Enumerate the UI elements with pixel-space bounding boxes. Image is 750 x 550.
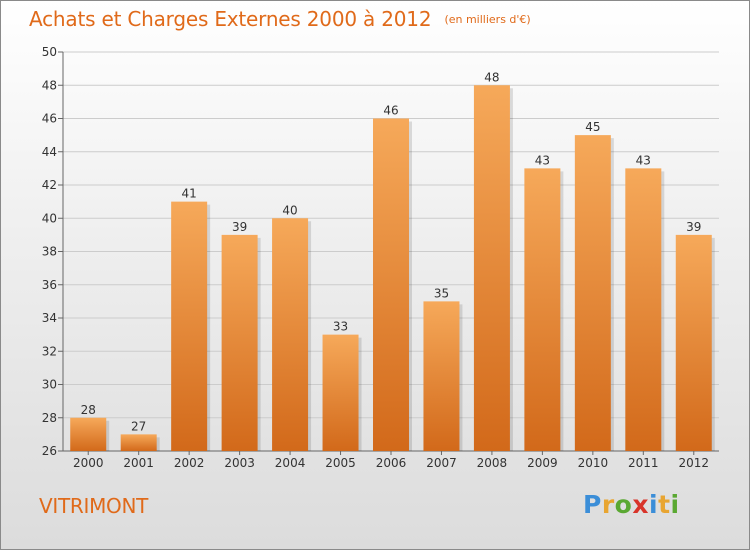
bar: [120, 434, 157, 451]
y-tick-label: 40: [42, 211, 57, 225]
bar-layer: [70, 85, 715, 451]
bar: [524, 168, 561, 451]
bar-value-label: 39: [232, 220, 247, 234]
label-layer: 28 27 41 39 40 33 46 35 48 43 45 43 39: [81, 70, 702, 433]
bar-value-label: 48: [484, 70, 499, 84]
y-tick-label: 28: [42, 411, 57, 425]
bar: [171, 201, 208, 451]
y-tick-label: 34: [42, 311, 57, 325]
x-tick-label: 2012: [678, 456, 709, 470]
y-tick-label: 48: [42, 78, 57, 92]
proxiti-logo[interactable]: Proxiti: [583, 490, 680, 519]
logo-letter: i: [670, 490, 680, 519]
logo-letter: i: [649, 490, 659, 519]
bar: [221, 234, 258, 451]
bar-value-label: 28: [81, 403, 96, 417]
y-tick-label: 42: [42, 178, 57, 192]
y-tick-label: 36: [42, 278, 57, 292]
bar-value-label: 43: [535, 153, 550, 167]
chart-title-block: Achats et Charges Externes 2000 à 2012 (…: [29, 7, 531, 31]
bar-value-label: 46: [383, 104, 398, 118]
bar-value-label: 39: [686, 220, 701, 234]
y-tick-label: 26: [42, 444, 57, 458]
bar: [473, 85, 510, 451]
bar: [272, 218, 309, 451]
bar: [423, 301, 460, 451]
y-tick-label: 44: [42, 145, 57, 159]
logo-letter: t: [658, 490, 671, 519]
x-tick-label: 2001: [123, 456, 154, 470]
chart-unit: (en milliers d'€): [444, 13, 531, 26]
bar: [574, 135, 611, 451]
bar: [625, 168, 662, 451]
x-tick-label: 2003: [224, 456, 255, 470]
x-tick-label: 2002: [174, 456, 205, 470]
y-tick-label: 46: [42, 112, 57, 126]
chart-title: Achats et Charges Externes 2000 à 2012: [29, 7, 432, 31]
logo-letter: r: [601, 490, 615, 519]
bar-value-label: 41: [182, 187, 197, 201]
bar: [373, 118, 409, 451]
bar-value-label: 40: [282, 203, 297, 217]
x-tick-label: 2005: [325, 456, 356, 470]
x-tick-label: 2004: [275, 456, 306, 470]
x-tick-label: 2007: [426, 456, 457, 470]
bar: [675, 234, 712, 451]
bar: [322, 334, 359, 451]
bar-value-label: 27: [131, 419, 146, 433]
x-tick-label: 2000: [73, 456, 104, 470]
logo-letter: P: [583, 490, 602, 519]
bar-value-label: 33: [333, 320, 348, 334]
bar: [70, 417, 107, 451]
x-tick-label: 2008: [477, 456, 508, 470]
bar-value-label: 43: [636, 153, 651, 167]
x-tick-label: 2010: [578, 456, 609, 470]
y-tick-label: 30: [42, 378, 57, 392]
bar-value-label: 45: [585, 120, 600, 134]
logo-letter: o: [614, 490, 633, 519]
commune-name: VITRIMONT: [39, 494, 149, 518]
axis-layer: 26 28 30 32 34 36 38 40 42 44 46 48 50 2000 2001 2002 20…: [42, 45, 719, 470]
x-tick-label: 2009: [527, 456, 558, 470]
x-tick-label: 2011: [628, 456, 659, 470]
y-tick-label: 32: [42, 344, 57, 358]
bar-value-label: 35: [434, 286, 449, 300]
y-tick-label: 38: [42, 245, 57, 259]
y-tick-label: 50: [42, 45, 57, 59]
logo-letter: x: [632, 490, 649, 519]
x-tick-label: 2006: [376, 456, 407, 470]
